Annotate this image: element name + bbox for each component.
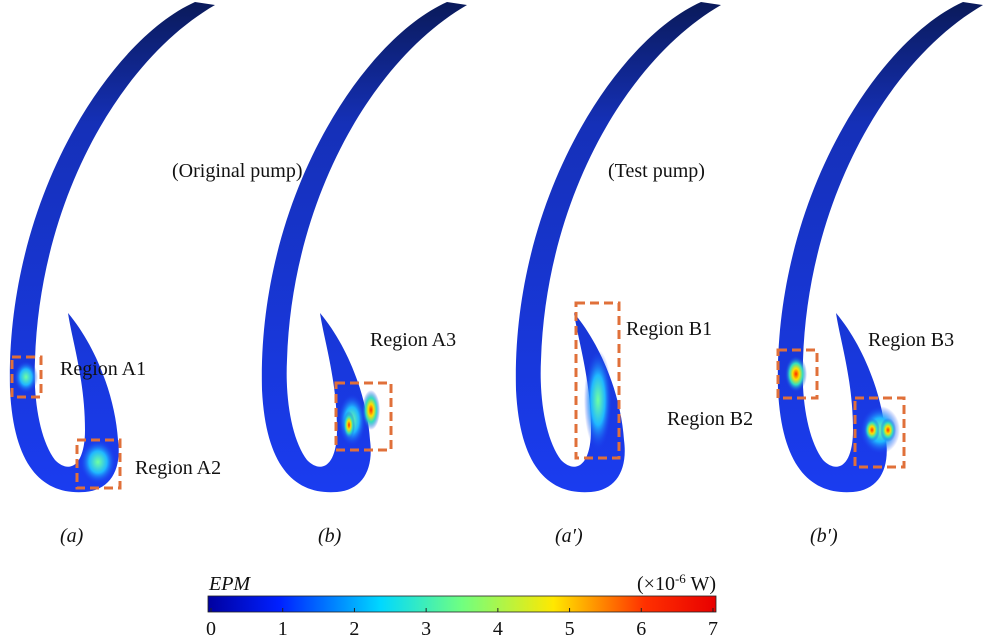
heading: (Original pump) [172,160,303,182]
volute-b [261,2,467,493]
tick-label: 4 [493,618,503,640]
region-label: Region A1 [60,358,146,380]
region-boxes [10,301,906,490]
volute-a [9,2,215,493]
region-label: Region B3 [868,329,954,351]
panel-label: (b) [318,525,342,547]
volute-b-prime [777,2,983,493]
volute-a-prime [515,2,721,493]
panel-label: (a) [60,525,84,547]
colorbar-ticks: 0 1 2 3 4 5 6 7 [206,608,718,640]
unit-exponent: -6 [675,571,686,586]
tick-label: 2 [349,618,359,640]
region-label: Region B2 [667,408,753,430]
tick-label: 3 [421,618,431,640]
tick-label: 5 [565,618,575,640]
colorbar-title: EPM [208,573,251,595]
colorbar-unit: (×10-6 W) [637,571,716,595]
panel-label: (a′) [555,525,583,547]
panel-label: (b′) [810,525,838,547]
region-label: Region B1 [626,318,712,340]
tick-label: 7 [708,618,718,640]
unit-suffix: W) [686,573,716,595]
colorbar [207,595,717,613]
region-label: Region A3 [370,329,456,351]
heading: (Test pump) [608,160,705,182]
tick-label: 6 [636,618,646,640]
tick-label: 0 [206,618,216,640]
unit-prefix: (×10 [637,573,675,595]
region-label: Region A2 [135,457,221,479]
tick-label: 1 [278,618,288,640]
